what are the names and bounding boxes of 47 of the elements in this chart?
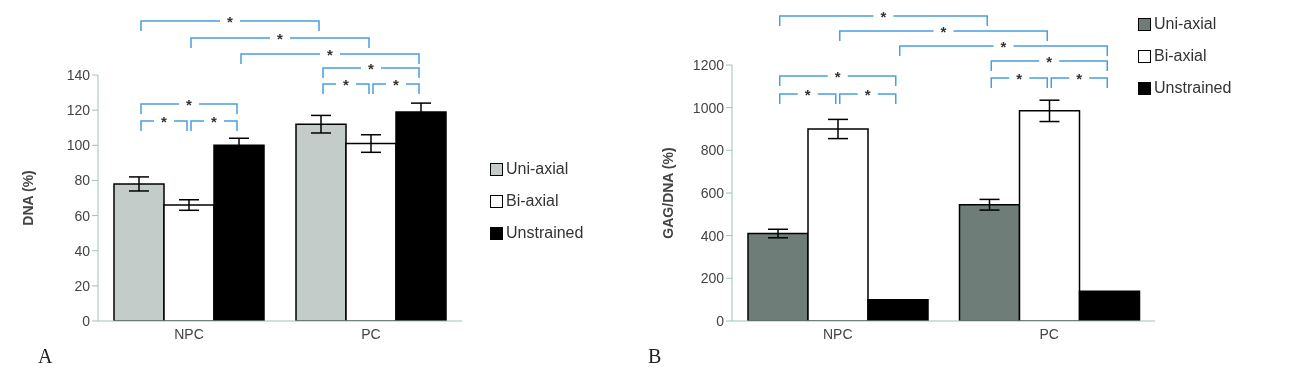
text: * <box>227 13 234 30</box>
y-axis-title: GAG/DNA (%) <box>659 147 676 239</box>
y-tick-label: 600 <box>700 184 725 201</box>
text: B <box>648 345 662 367</box>
y-tick-label: 20 <box>74 277 91 294</box>
text: A <box>38 345 53 367</box>
annotation: * <box>161 113 168 130</box>
y-tick-label: 0 <box>716 312 725 329</box>
annotation: * <box>1076 70 1083 87</box>
y-tick-label: 400 <box>700 227 725 244</box>
annotation: * <box>368 60 375 77</box>
x-tick-label: PC <box>361 325 381 342</box>
y-tick-label: 80 <box>74 172 91 189</box>
text: * <box>940 23 947 40</box>
annotation: * <box>393 76 400 93</box>
y-tick-label: 100 <box>66 137 91 154</box>
x-tick-label: NPC <box>174 325 204 342</box>
annotation: * <box>1046 53 1053 70</box>
text: * <box>327 46 334 63</box>
y-tick-label: 800 <box>700 142 725 159</box>
annotation: * <box>343 76 350 93</box>
text: * <box>880 8 887 25</box>
y-tick-label: 60 <box>74 207 91 224</box>
annotation: * <box>211 113 218 130</box>
y-tick-label: 40 <box>74 242 91 259</box>
y-tick-label: 1000 <box>692 99 725 116</box>
x-tick-label: PC <box>1039 325 1059 342</box>
legend-label: Bi-axial <box>506 192 559 210</box>
y-tick-label: 1200 <box>692 56 725 73</box>
legend-label: Unstrained <box>506 224 584 242</box>
text: * <box>277 30 284 47</box>
x-tick-label: NPC <box>822 325 853 342</box>
annotation: * <box>1016 70 1023 87</box>
legend-label: Bi-axial <box>1154 47 1207 65</box>
y-axis-title: DNA (%) <box>19 170 36 226</box>
annotation: * <box>804 86 811 103</box>
legend-label: Unstrained <box>1154 79 1232 97</box>
y-tick-label: 120 <box>66 102 91 119</box>
y-tick-label: 0 <box>82 312 91 329</box>
y-tick-label: 140 <box>66 66 91 83</box>
text: * <box>1000 38 1007 55</box>
legend-label: Uni-axial <box>1154 15 1217 33</box>
annotation: * <box>864 86 871 103</box>
annotation: * <box>186 96 193 113</box>
annotation: * <box>834 68 841 85</box>
legend-label: Uni-axial <box>506 160 569 178</box>
y-tick-label: 200 <box>700 270 725 287</box>
